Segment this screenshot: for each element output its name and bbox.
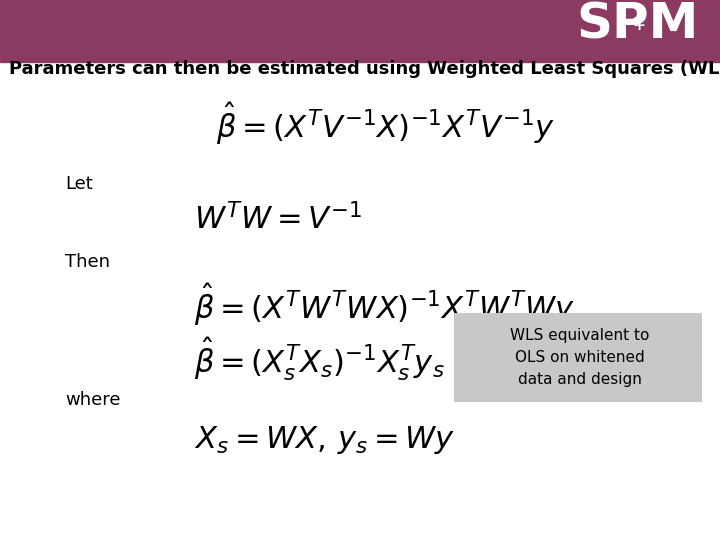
Text: $\hat{\beta} = (X_s^T X_s)^{-1} X_s^T y_s$: $\hat{\beta} = (X_s^T X_s)^{-1} X_s^T y_…	[194, 335, 445, 383]
Text: where: where	[65, 390, 120, 409]
Text: ‡: ‡	[634, 12, 644, 33]
Text: SPM: SPM	[576, 1, 698, 48]
Text: $\hat{\beta} = (X^T W^T W X)^{-1} X^T W^T W y$: $\hat{\beta} = (X^T W^T W X)^{-1} X^T W^…	[194, 282, 575, 328]
Text: $\hat{\beta} = (X^T V^{-1} X)^{-1} X^T V^{-1} y$: $\hat{\beta} = (X^T V^{-1} X)^{-1} X^T V…	[216, 101, 555, 147]
Text: $X_s = WX,\, y_s = Wy$: $X_s = WX,\, y_s = Wy$	[194, 424, 456, 456]
Text: Let: Let	[65, 174, 93, 193]
Text: WLS equivalent to
OLS on whitened
data and design: WLS equivalent to OLS on whitened data a…	[510, 328, 649, 387]
Text: $W^T W = V^{-1}$: $W^T W = V^{-1}$	[194, 202, 363, 235]
Text: Then: Then	[65, 253, 109, 271]
FancyBboxPatch shape	[454, 313, 702, 402]
Bar	[0, 0, 720, 62]
Text: Parameters can then be estimated using Weighted Least Squares (WLS): Parameters can then be estimated using W…	[9, 60, 720, 78]
